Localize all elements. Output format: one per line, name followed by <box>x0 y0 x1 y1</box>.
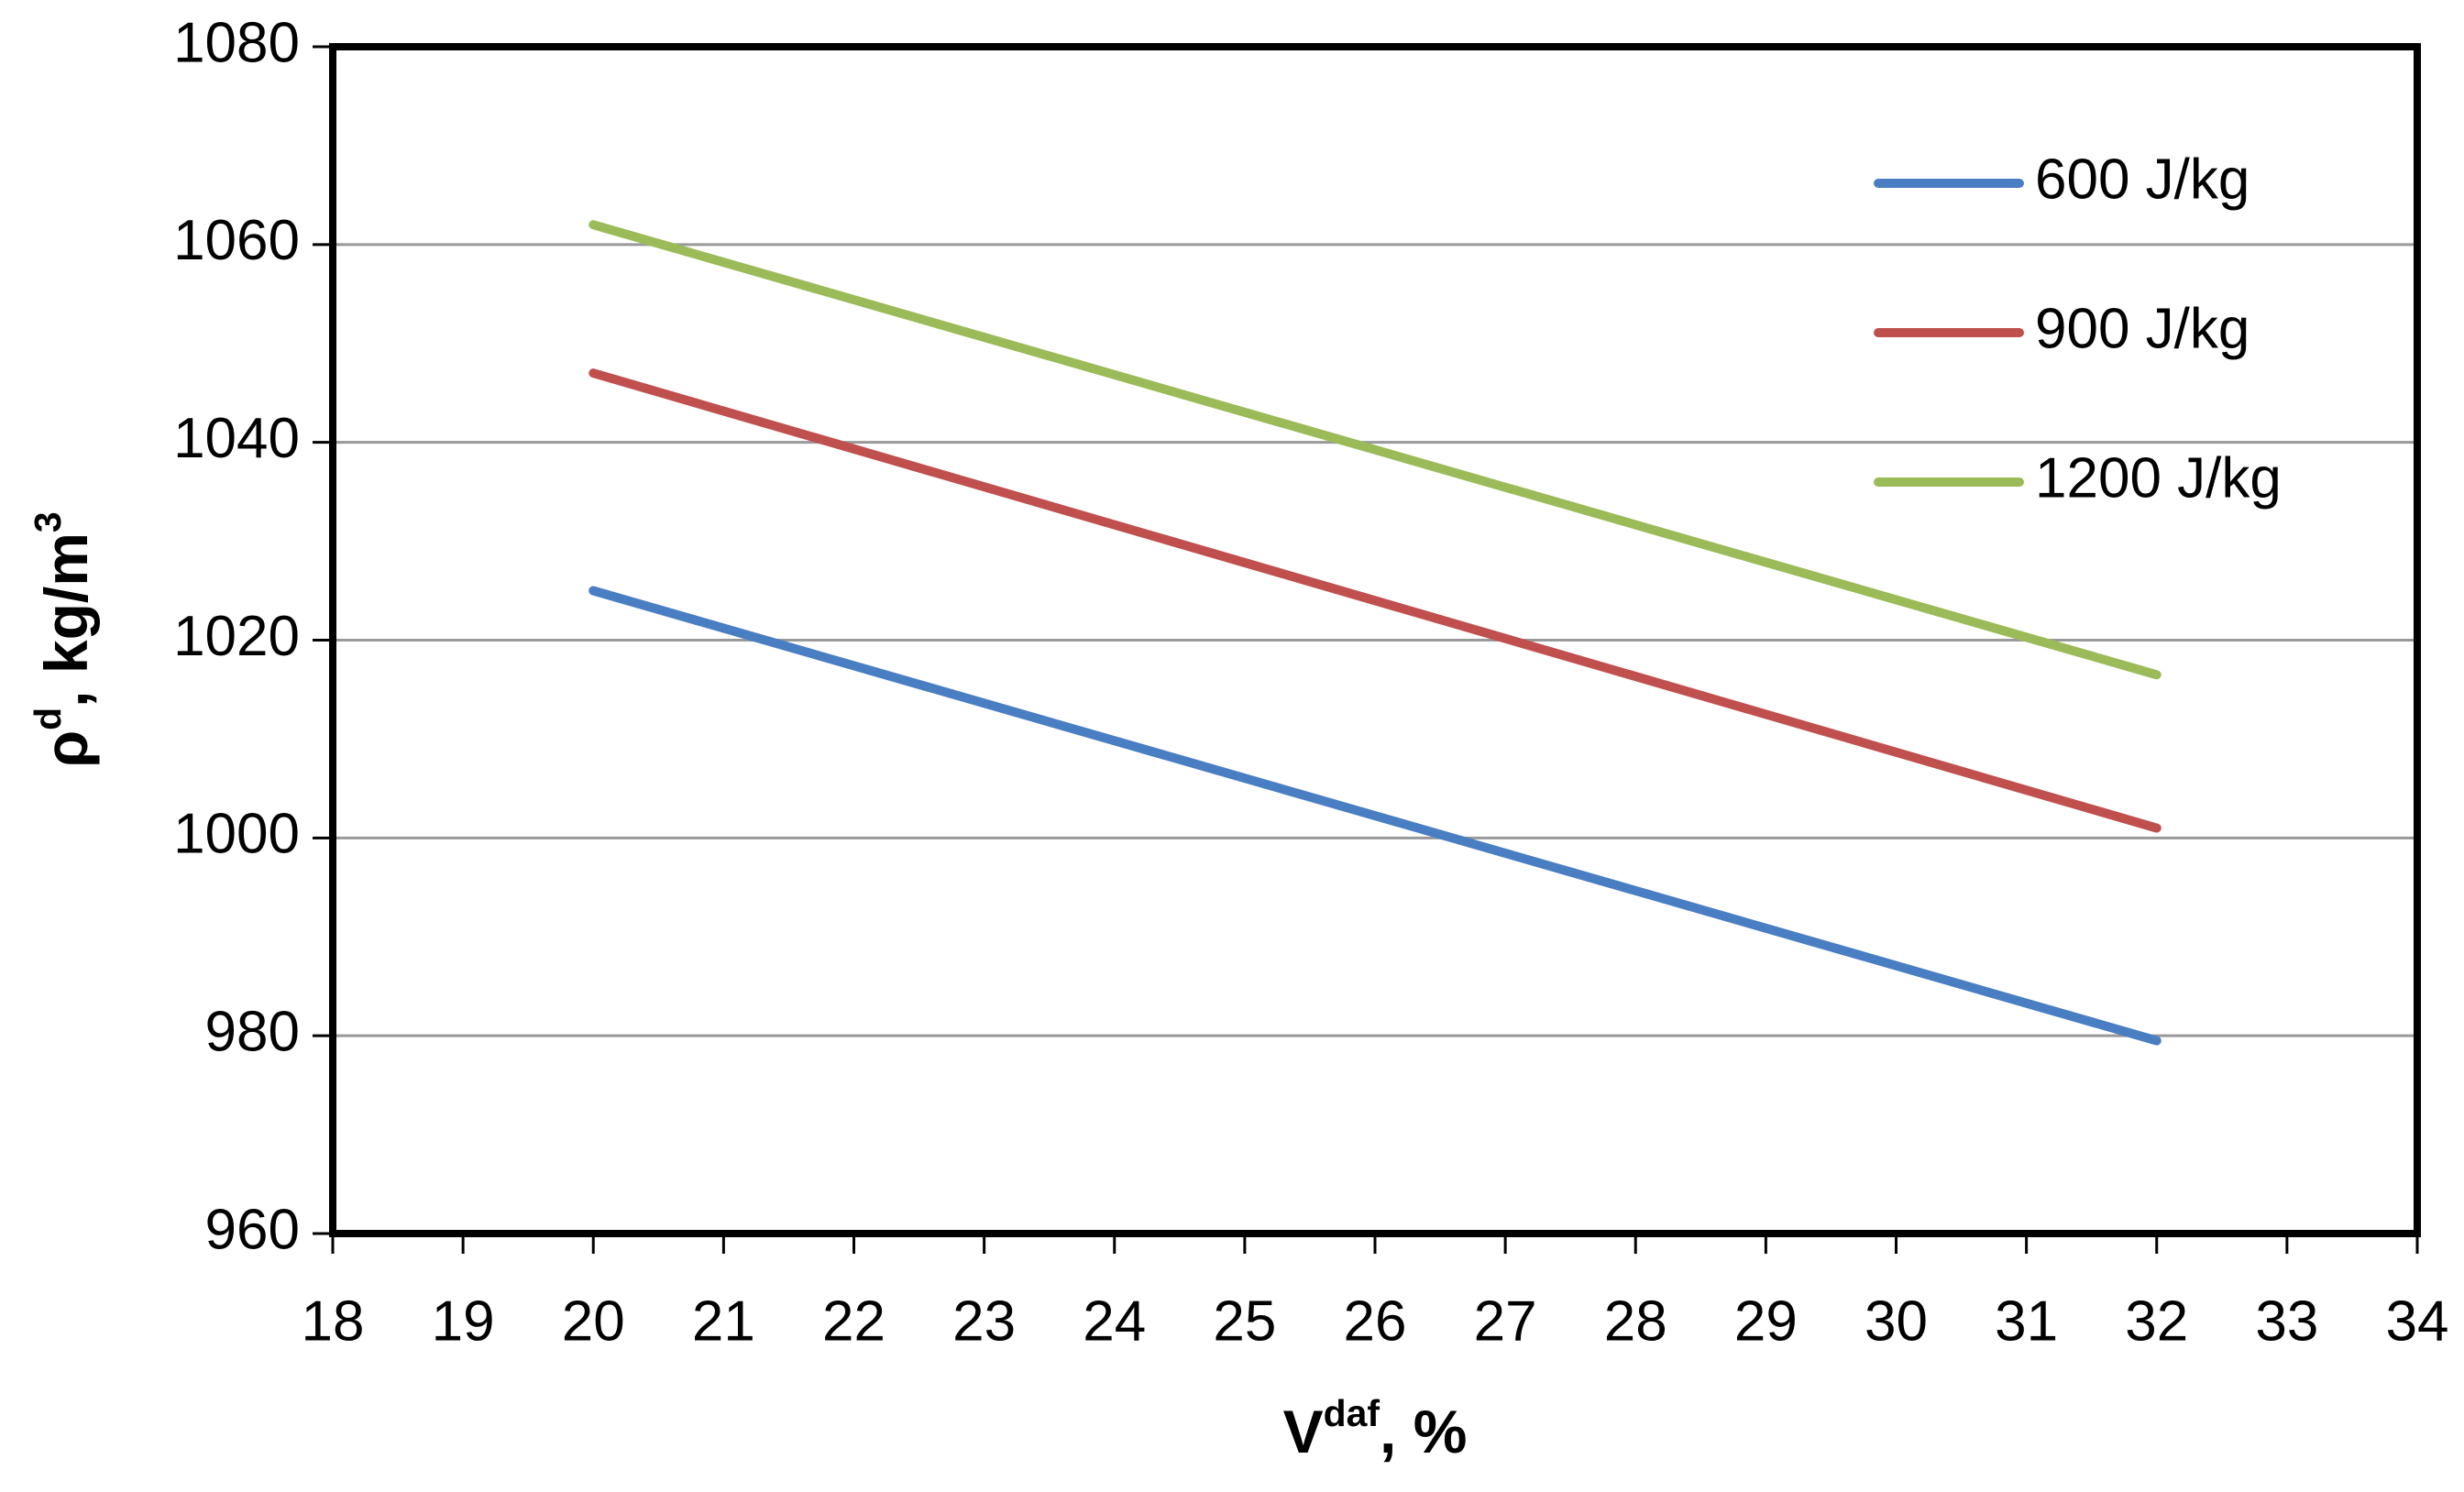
x-tick-label: 28 <box>1604 1289 1667 1353</box>
x-tick-label: 31 <box>1995 1289 2058 1353</box>
x-tick-label: 24 <box>1083 1289 1146 1353</box>
x-tick-label: 18 <box>302 1289 365 1353</box>
y-tick-label: 1020 <box>173 605 300 668</box>
label-part: daf <box>1324 1392 1380 1434</box>
plot-border <box>329 43 2421 1237</box>
x-tick-label: 33 <box>2255 1289 2318 1353</box>
x-tick-label: 23 <box>952 1289 1016 1353</box>
label-part: d <box>27 708 69 730</box>
label-part: , kg/m <box>32 532 100 708</box>
label-part: ρ <box>32 730 100 768</box>
y-tick-label: 1060 <box>173 209 300 272</box>
label-part: 3 <box>27 511 69 532</box>
x-tick-label: 27 <box>1474 1289 1537 1353</box>
series-line <box>588 220 2162 680</box>
x-tick-label: 19 <box>432 1289 495 1353</box>
y-tick-label: 1080 <box>173 11 300 74</box>
x-tick-label: 29 <box>1734 1289 1798 1353</box>
x-tick-label: 32 <box>2125 1289 2188 1353</box>
legend-label: 600 J/kg <box>2035 148 2250 211</box>
y-tick-label: 960 <box>205 1198 300 1261</box>
y-tick-label: 1040 <box>173 407 300 470</box>
x-tick-label: 22 <box>822 1289 886 1353</box>
x-tick-label: 26 <box>1344 1289 1407 1353</box>
legend-label: 1200 J/kg <box>2035 446 2282 510</box>
y-tick-label: 980 <box>205 1001 300 1064</box>
x-tick-label: 30 <box>1864 1289 1928 1353</box>
legend-label: 900 J/kg <box>2035 297 2250 360</box>
y-axis-label: ρd, kg/m3 <box>27 511 101 767</box>
x-tick-label: 25 <box>1213 1289 1276 1353</box>
x-axis-label: Vdaf, % <box>1283 1392 1468 1466</box>
x-tick-label: 21 <box>692 1289 755 1353</box>
x-tick-label: 20 <box>562 1289 625 1353</box>
series-line <box>588 586 2162 1046</box>
series-line <box>588 368 2162 833</box>
y-tick-label: 1000 <box>173 803 300 866</box>
x-tick-label: 34 <box>2386 1289 2449 1353</box>
label-part: V <box>1283 1398 1324 1465</box>
label-part: , % <box>1380 1398 1467 1465</box>
